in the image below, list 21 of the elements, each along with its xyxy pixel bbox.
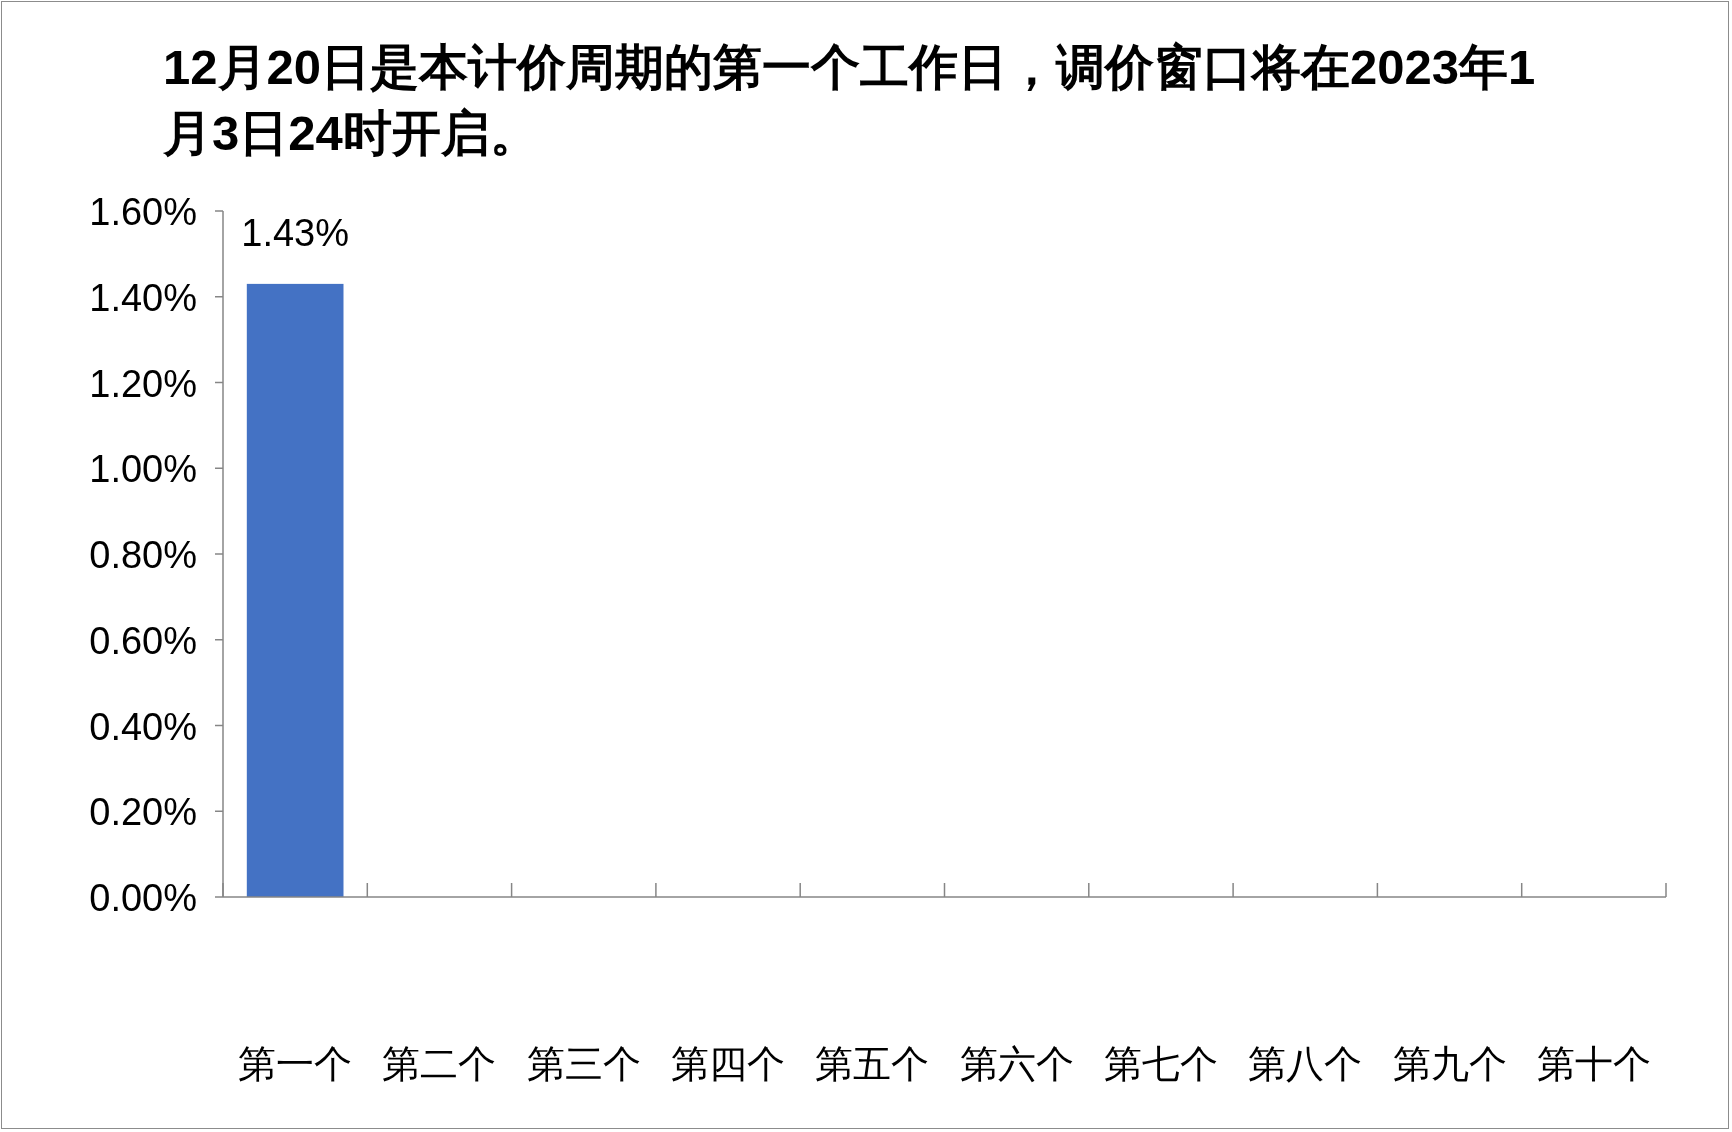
y-tick-label: 1.00%	[89, 448, 197, 491]
y-tick-label: 0.20%	[89, 791, 197, 834]
data-label: 1.43%	[241, 211, 350, 254]
x-tick-label: 第七个	[1103, 1043, 1218, 1085]
y-tick-label: 1.60%	[89, 191, 197, 233]
y-tick-label: 0.60%	[89, 619, 197, 662]
x-tick-label: 第四个	[671, 1043, 786, 1085]
x-tick-label: 第八个	[1248, 1043, 1363, 1085]
y-tick-label: 1.40%	[89, 276, 197, 319]
x-tick-label: 第九个	[1392, 1043, 1507, 1085]
x-tick-label: 第一个	[238, 1043, 353, 1085]
x-tick-label: 第二个	[382, 1043, 497, 1085]
chart-title: 12月20日是本计价周期的第一个工作日，调价窗口将在2023年1月3日24时开启。	[163, 39, 1537, 162]
x-tick-label: 第五个	[815, 1043, 930, 1085]
y-tick-label: 0.40%	[89, 705, 197, 748]
y-tick-label: 1.20%	[89, 362, 197, 405]
y-tick-label: 0.00%	[89, 877, 197, 919]
x-tick-label: 第六个	[959, 1043, 1074, 1085]
y-tick-label: 0.80%	[89, 534, 197, 576]
x-tick-label: 第三个	[526, 1043, 641, 1085]
x-tick-label: 第十个	[1536, 1043, 1651, 1085]
